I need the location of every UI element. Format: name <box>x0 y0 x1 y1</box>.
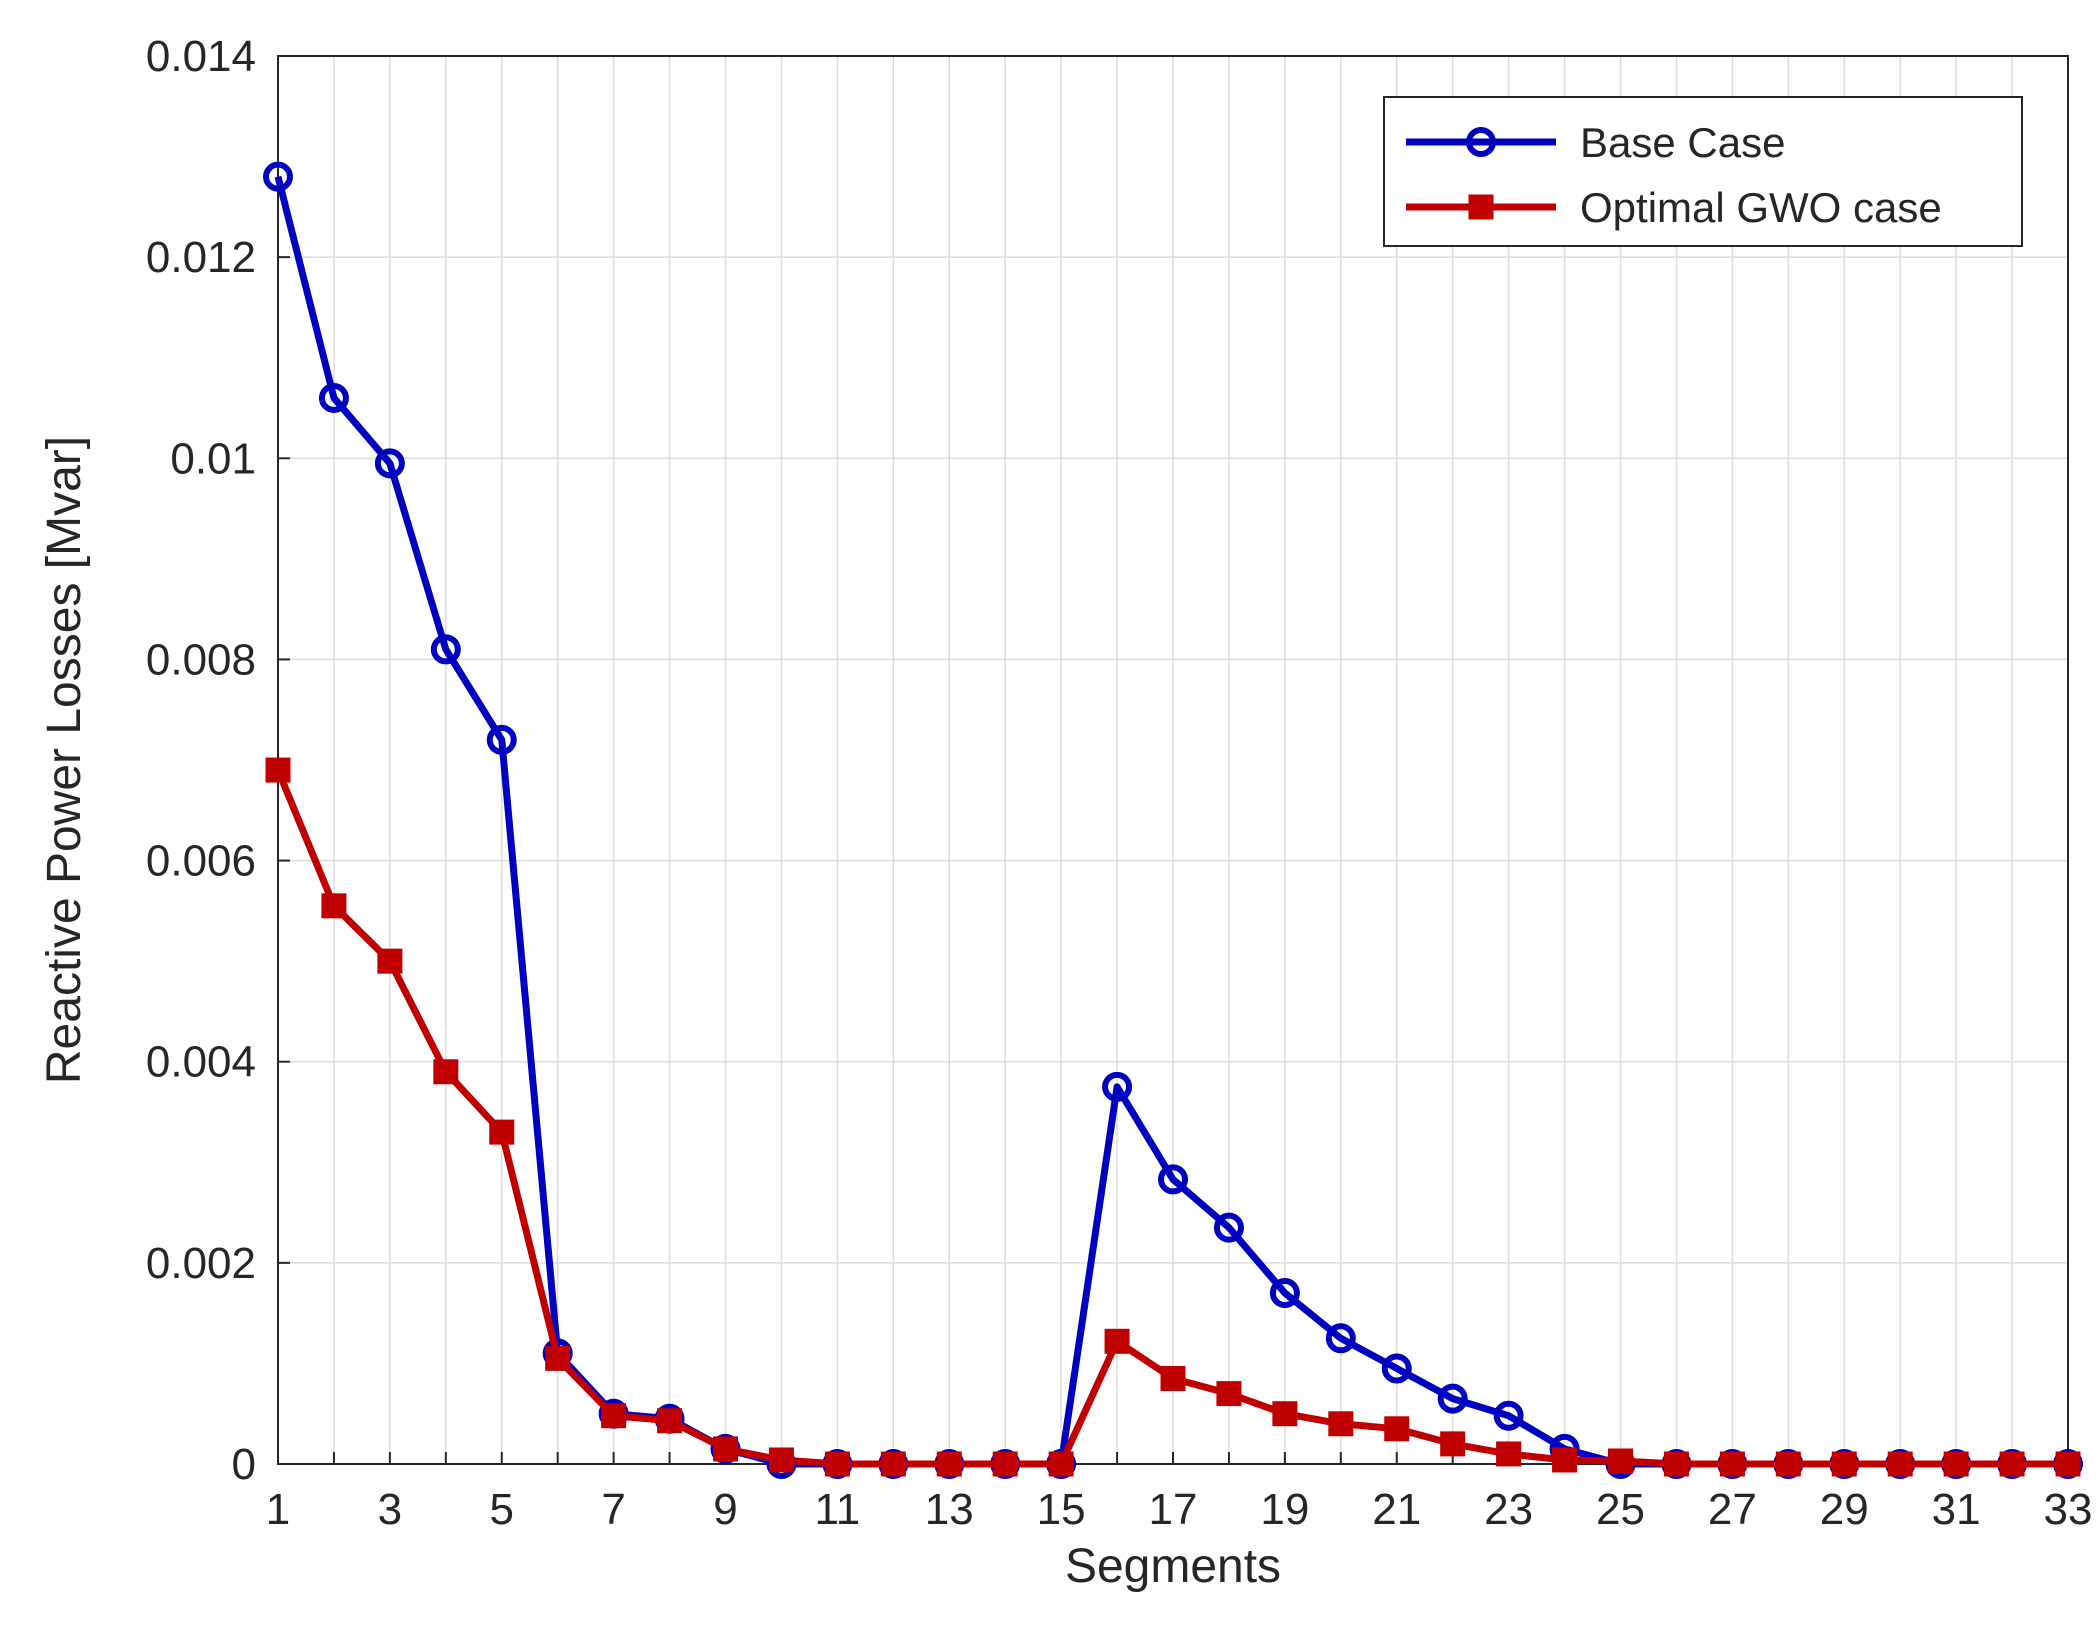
y-tick-label: 0.008 <box>146 635 256 684</box>
data-point <box>1999 1451 2025 1477</box>
data-point <box>1496 1441 1522 1467</box>
data-point <box>1608 1448 1633 1474</box>
data-point <box>486 724 517 755</box>
data-point <box>601 1403 627 1429</box>
y-tick-label: 0.006 <box>146 837 256 886</box>
legend-marker <box>1468 194 1494 220</box>
x-tick-label: 11 <box>815 1485 861 1534</box>
y-axis: 0 0.002 0.004 0.006 0.008 0.01 0.012 0.014 <box>146 32 290 1489</box>
x-tick-label: 7 <box>601 1485 625 1534</box>
x-tick-label: 15 <box>1037 1485 1086 1534</box>
data-point <box>1102 1071 1133 1102</box>
x-tick-label: 23 <box>1484 1485 1533 1534</box>
x-tick-label: 1 <box>266 1485 290 1534</box>
data-point <box>263 161 293 192</box>
legend-label: Optimal GWO case <box>1580 184 1942 231</box>
y-tick-label: 0.01 <box>170 434 256 483</box>
legend-marker <box>1466 127 1496 157</box>
legend: Base Case Optimal GWO case <box>1383 96 2023 247</box>
x-tick-label: 13 <box>925 1485 974 1534</box>
x-tick-label: 19 <box>1260 1485 1309 1534</box>
data-point <box>992 1451 1018 1477</box>
data-point <box>657 1408 683 1434</box>
legend-box <box>1383 96 2023 247</box>
x-tick-label: 27 <box>1708 1485 1757 1534</box>
data-point <box>374 448 405 479</box>
grid <box>277 55 2069 1465</box>
data-point <box>1269 1278 1300 1309</box>
data-point <box>265 757 291 783</box>
x-axis-title: Segments <box>1065 1540 1281 1593</box>
data-point <box>1440 1431 1466 1457</box>
data-point <box>1663 1451 1689 1477</box>
data-point <box>824 1451 850 1477</box>
data-point <box>545 1345 571 1371</box>
x-axis: 1 3 5 7 9 11 13 15 17 19 21 23 25 27 29 31 33 <box>266 1452 2093 1534</box>
x-tick-label: 31 <box>1932 1485 1981 1534</box>
data-point <box>880 1451 906 1477</box>
x-tick-label: 21 <box>1372 1485 1421 1534</box>
x-tick-label: 5 <box>490 1485 514 1534</box>
x-tick-label: 33 <box>2044 1485 2093 1534</box>
data-point <box>2055 1451 2081 1477</box>
data-point <box>1160 1366 1186 1392</box>
data-point <box>1381 1353 1412 1384</box>
data-point <box>1493 1400 1524 1431</box>
data-point <box>1272 1401 1298 1427</box>
x-tick-label: 25 <box>1596 1485 1645 1534</box>
data-point <box>321 893 347 919</box>
data-point <box>1048 1451 1074 1477</box>
y-tick-label: 0.014 <box>146 32 256 81</box>
y-tick-label: 0.012 <box>146 233 256 282</box>
data-point <box>318 382 349 413</box>
data-point <box>936 1451 962 1477</box>
y-axis-title: Reactive Power Losses [Mvar] <box>38 436 91 1084</box>
data-point <box>1887 1451 1913 1477</box>
data-point <box>1328 1411 1354 1437</box>
data-point <box>1104 1328 1130 1354</box>
data-point <box>1437 1383 1468 1414</box>
data-point <box>1943 1451 1969 1477</box>
x-tick-label: 17 <box>1149 1485 1198 1534</box>
data-point <box>1775 1451 1801 1477</box>
y-tick-label: 0 <box>232 1440 256 1489</box>
legend-label: Base Case <box>1580 119 1785 166</box>
data-point <box>1384 1416 1410 1442</box>
data-point <box>430 634 461 665</box>
series-layer <box>263 161 2083 1479</box>
data-point <box>1325 1323 1356 1354</box>
data-point <box>1213 1212 1244 1243</box>
data-point <box>377 948 403 974</box>
data-point <box>713 1436 738 1462</box>
data-point <box>1831 1451 1857 1477</box>
data-point <box>489 1119 515 1145</box>
x-tick-label: 3 <box>378 1485 402 1534</box>
data-point <box>1552 1447 1578 1473</box>
y-tick-label: 0.002 <box>146 1239 256 1288</box>
series-2 <box>265 757 2081 1477</box>
y-tick-label: 0.004 <box>146 1038 256 1087</box>
data-point <box>768 1447 794 1473</box>
data-point <box>1216 1381 1242 1407</box>
data-point <box>1719 1451 1745 1477</box>
data-point <box>433 1059 459 1085</box>
x-tick-label: 29 <box>1820 1485 1869 1534</box>
x-tick-label: 9 <box>713 1485 737 1534</box>
data-point <box>1158 1164 1188 1195</box>
